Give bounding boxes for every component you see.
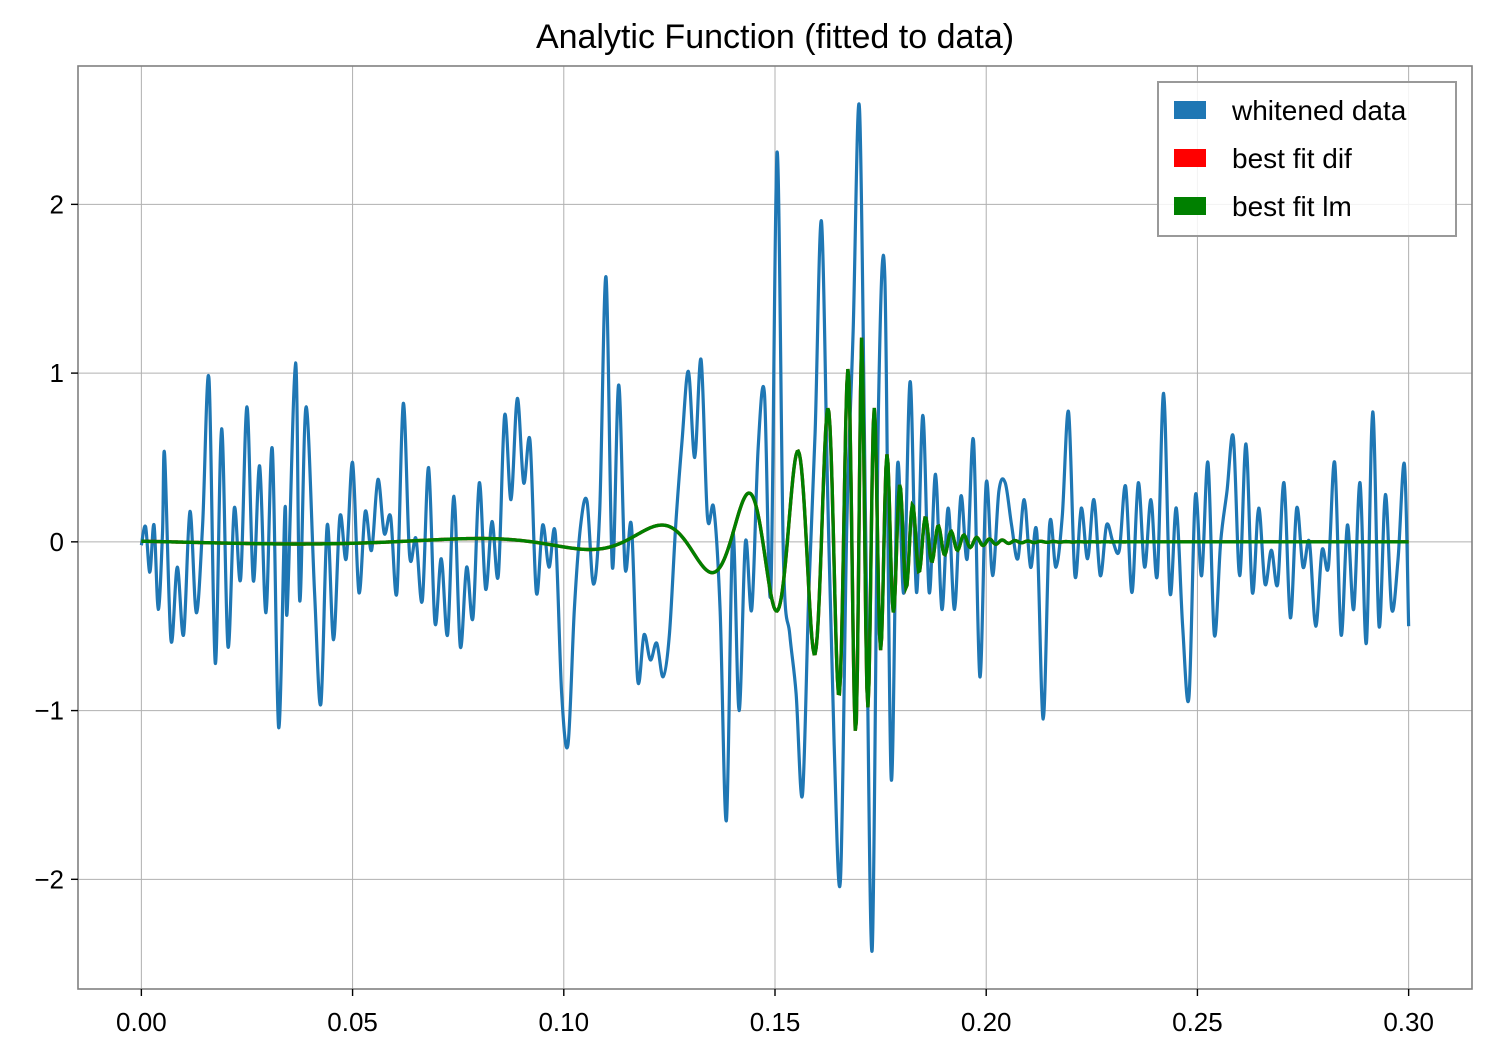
legend-label: whitened data: [1231, 95, 1407, 126]
legend-label: best fit dif: [1232, 143, 1352, 174]
legend-swatch: [1174, 197, 1206, 215]
legend-label: best fit lm: [1232, 191, 1352, 222]
tick-layer: 0.00 0.05 0.10 0.15 0.20 0.25 0.30 −2 −1 0 1 2: [34, 189, 1434, 1037]
y-tick-label: 0: [50, 527, 64, 557]
legend: whitened data best fit dif best fit lm: [1157, 81, 1457, 237]
y-tick-label: −1: [34, 696, 64, 726]
y-tick-label: 2: [50, 189, 64, 219]
y-tick-label: −2: [34, 864, 64, 894]
x-tick-label: 0.30: [1383, 1007, 1434, 1037]
x-tick-label: 0.20: [961, 1007, 1012, 1037]
chart-title: Analytic Function (fitted to data): [536, 18, 1014, 56]
x-tick-label: 0.10: [538, 1007, 589, 1037]
legend-frame: [1157, 81, 1457, 237]
x-tick-label: 0.25: [1172, 1007, 1223, 1037]
x-tick-label: 0.00: [116, 1007, 167, 1037]
legend-swatch: [1174, 149, 1206, 167]
y-tick-label: 1: [50, 358, 64, 388]
series-line-best-fit-lm: [141, 337, 1409, 731]
x-tick-label: 0.05: [327, 1007, 378, 1037]
x-tick-label: 0.15: [750, 1007, 801, 1037]
series-layer: [139, 102, 1411, 953]
legend-swatch: [1174, 101, 1206, 119]
series-line-whitened-data: [139, 102, 1411, 953]
